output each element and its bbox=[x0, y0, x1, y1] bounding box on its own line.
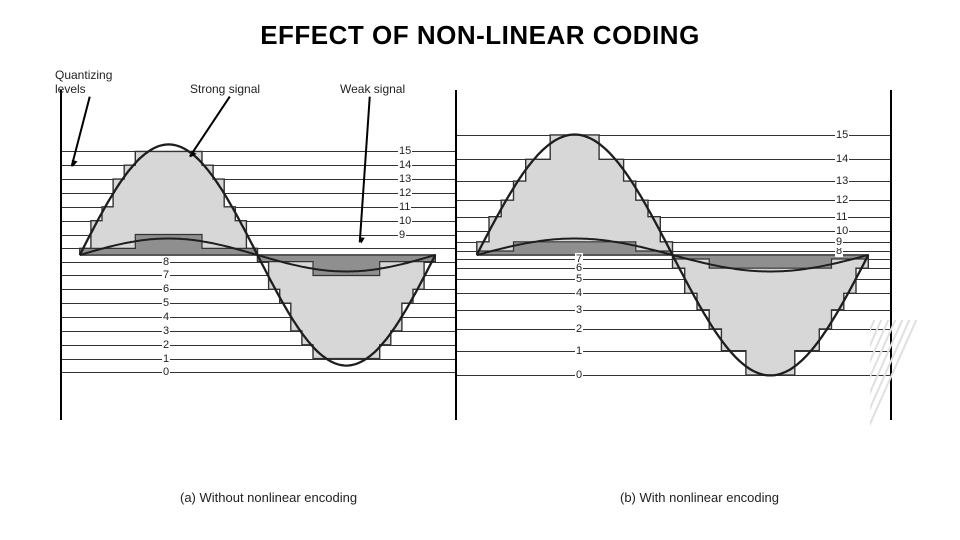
chart-area: 9101112131415876543210891011121314157654… bbox=[60, 90, 890, 470]
tick-label: 2 bbox=[575, 323, 583, 335]
tick-label: 6 bbox=[575, 262, 583, 274]
tick-label: 6 bbox=[162, 283, 170, 295]
panel-right-svg bbox=[455, 90, 890, 420]
tick-label: 15 bbox=[398, 145, 412, 157]
tick-label: 0 bbox=[162, 366, 170, 378]
tick-label: 9 bbox=[835, 236, 843, 248]
caption_right: (b) With nonlinear encoding bbox=[620, 490, 779, 505]
tick-label: 7 bbox=[162, 269, 170, 281]
tick-label: 3 bbox=[162, 325, 170, 337]
panel-left-svg bbox=[60, 90, 455, 420]
tick-label: 1 bbox=[162, 353, 170, 365]
tick-label: 3 bbox=[575, 304, 583, 316]
tick-label: 13 bbox=[835, 175, 849, 187]
pointer-head bbox=[358, 237, 365, 246]
tick-label: 0 bbox=[575, 369, 583, 381]
tick-label: 11 bbox=[835, 211, 848, 223]
tick-label: 2 bbox=[162, 339, 170, 351]
strong-label: Strong signal bbox=[190, 82, 260, 96]
tick-label: 10 bbox=[835, 225, 849, 237]
weak-label: Weak signal bbox=[340, 82, 405, 96]
tick-label: 13 bbox=[398, 173, 412, 185]
tick-label: 10 bbox=[398, 215, 412, 227]
tick-label: 12 bbox=[398, 187, 412, 199]
tick-label: 11 bbox=[398, 201, 411, 213]
tick-label: 9 bbox=[398, 229, 406, 241]
tick-label: 14 bbox=[835, 153, 849, 165]
tick-label: 4 bbox=[162, 311, 170, 323]
panel-divider bbox=[890, 90, 892, 420]
quantizing-label: Quantizinglevels bbox=[55, 68, 112, 96]
caption_left: (a) Without nonlinear encoding bbox=[180, 490, 357, 505]
tick-label: 4 bbox=[575, 287, 583, 299]
tick-label: 8 bbox=[162, 256, 170, 268]
tick-label: 14 bbox=[398, 159, 412, 171]
tick-label: 15 bbox=[835, 129, 849, 141]
tick-label: 1 bbox=[575, 345, 583, 357]
page-title: EFFECT OF NON-LINEAR CODING bbox=[0, 20, 960, 51]
tick-label: 5 bbox=[162, 297, 170, 309]
tick-label: 5 bbox=[575, 273, 583, 285]
tick-label: 12 bbox=[835, 194, 849, 206]
